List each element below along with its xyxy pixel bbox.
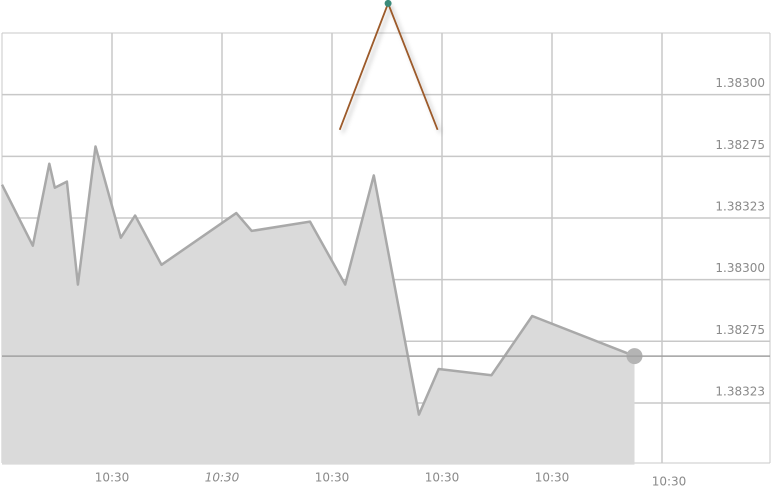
y-tick-label: 1.38300 <box>715 76 765 90</box>
y-tick-label: 1.38323 <box>715 384 765 398</box>
peak-marker <box>384 0 392 7</box>
x-tick-label: 10:30 <box>95 471 130 485</box>
line <box>338 0 439 131</box>
y-tick-label: 1.38300 <box>715 261 765 275</box>
x-tick-label: 10:30 <box>315 471 350 485</box>
x-tick-label: 10:30 <box>652 475 687 488</box>
y-tick-label: 1.38275 <box>715 138 765 152</box>
y-tick-label: 1.38275 <box>715 323 765 337</box>
x-tick-label: 10:30 <box>205 471 240 485</box>
area-fill <box>2 146 635 465</box>
area-line <box>0 145 635 416</box>
y-tick-label: 1.38323 <box>715 199 765 213</box>
x-tick-label: 10:30 <box>425 471 460 485</box>
x-tick-label: 10:30 <box>535 471 570 485</box>
